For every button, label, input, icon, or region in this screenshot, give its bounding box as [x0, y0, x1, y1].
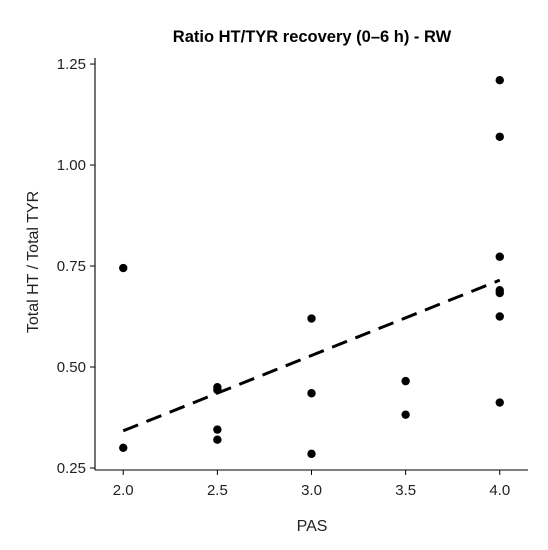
- y-tick-label: 1.25: [57, 56, 86, 73]
- chart-title: Ratio HT/TYR recovery (0–6 h) - RW: [173, 28, 452, 46]
- x-tick-label: 3.5: [395, 482, 416, 499]
- data-point: [401, 376, 410, 386]
- y-tick-label: 1.00: [57, 157, 86, 174]
- data-points: [119, 76, 504, 459]
- x-axis-ticks: 2.0 2.5 3.0 3.5 4.0: [113, 470, 510, 499]
- data-point: [119, 263, 128, 273]
- y-tick-label: 0.75: [57, 258, 86, 275]
- x-tick-label: 2.5: [207, 482, 228, 499]
- data-point: [213, 425, 222, 434]
- y-axis-ticks: 0.25 0.50 0.75 1.00 1.25: [57, 56, 95, 477]
- data-point: [307, 449, 316, 459]
- data-point: [307, 314, 316, 323]
- axes: 0.25 0.50 0.75 1.00 1.25 2.0 2.5 3.0 3.5 4.0: [57, 56, 528, 499]
- x-tick-label: 4.0: [489, 482, 510, 499]
- data-point: [119, 443, 128, 452]
- trendline-group: [122, 278, 501, 433]
- y-tick-label: 0.25: [57, 460, 86, 477]
- y-tick-label: 0.50: [57, 359, 86, 376]
- data-point: [495, 252, 504, 261]
- data-point: [495, 76, 504, 85]
- data-point: [401, 410, 410, 419]
- x-tick-label: 2.0: [113, 482, 134, 499]
- data-point: [495, 288, 504, 298]
- data-point: [213, 435, 222, 444]
- data-point: [307, 389, 316, 398]
- trendline: [122, 278, 501, 433]
- x-tick-label: 3.0: [301, 482, 322, 499]
- x-axis-title: PAS: [297, 518, 328, 535]
- data-point: [495, 398, 504, 407]
- data-point: [213, 385, 222, 395]
- data-point: [495, 312, 504, 321]
- y-axis-title: Total HT / Total TYR: [25, 191, 42, 333]
- data-point: [495, 132, 504, 141]
